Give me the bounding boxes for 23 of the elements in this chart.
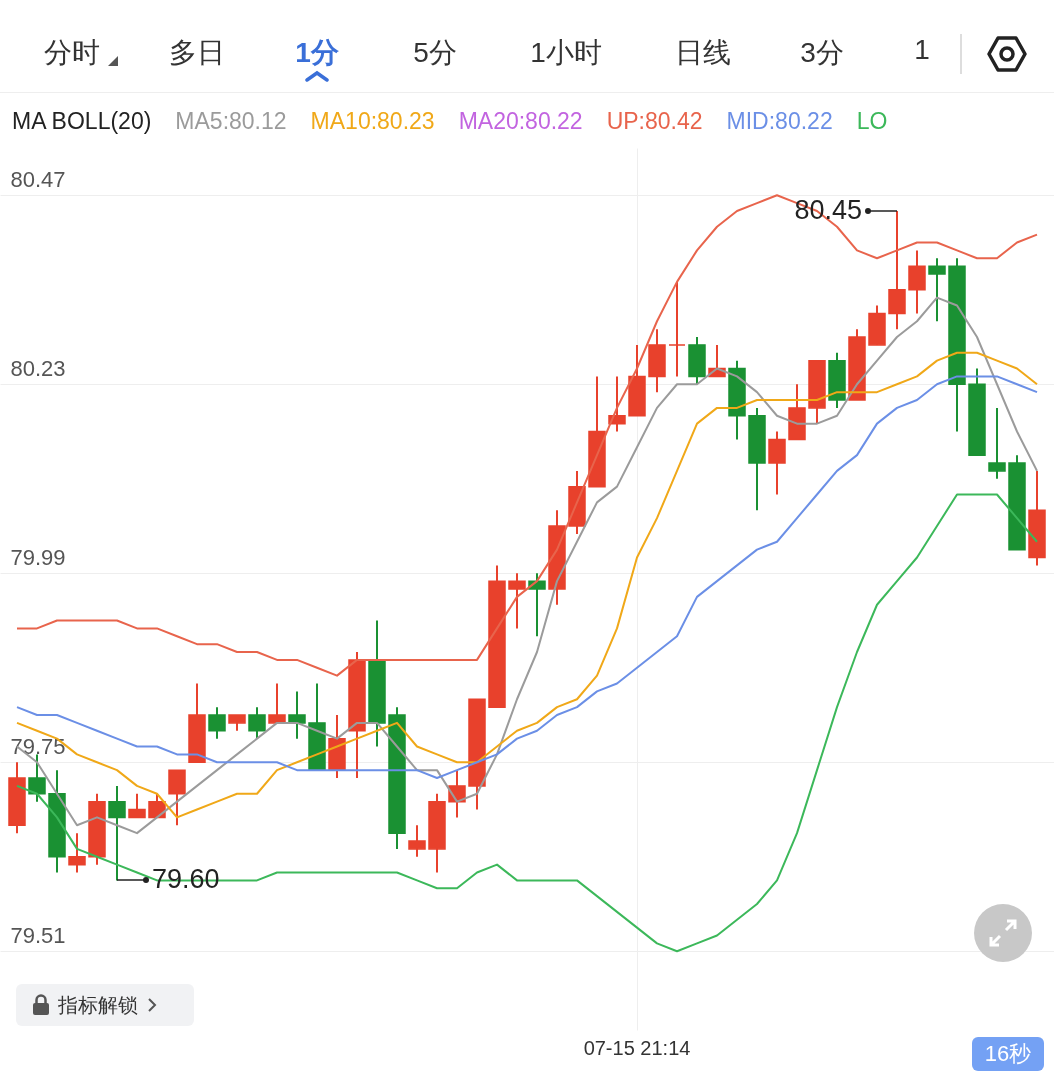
y-tick-label: 80.23 [10, 355, 66, 381]
y-tick-label: 79.51 [10, 922, 66, 948]
text: 5分 [413, 36, 457, 70]
y-tick-label: 80.47 [10, 166, 66, 192]
text: 分时 [44, 36, 100, 70]
text: MA5:80.12 [175, 108, 287, 135]
text: MA10:80.23 [310, 108, 435, 135]
legend-label: MA20:80.22 [458, 108, 583, 135]
text: 16秒 [972, 1037, 1044, 1071]
text: 日线 [675, 36, 731, 70]
text: 1小时 [530, 36, 602, 70]
x-tick-label: 07-15 21:14 [583, 1036, 691, 1059]
text: LO [856, 108, 888, 135]
text: 多日 [169, 36, 225, 70]
text: UP:80.42 [606, 108, 703, 135]
text: MID:80.22 [726, 108, 833, 135]
text: 1分 [295, 36, 339, 70]
annotation: 指标解锁 [58, 992, 138, 1018]
y-tick-label: 79.99 [10, 544, 66, 570]
unlock-button: 指标解锁 [16, 984, 194, 1026]
text: 1 [914, 34, 930, 66]
text: 3分 [800, 36, 844, 70]
legend-title: MA BOLL(20) [12, 108, 152, 135]
